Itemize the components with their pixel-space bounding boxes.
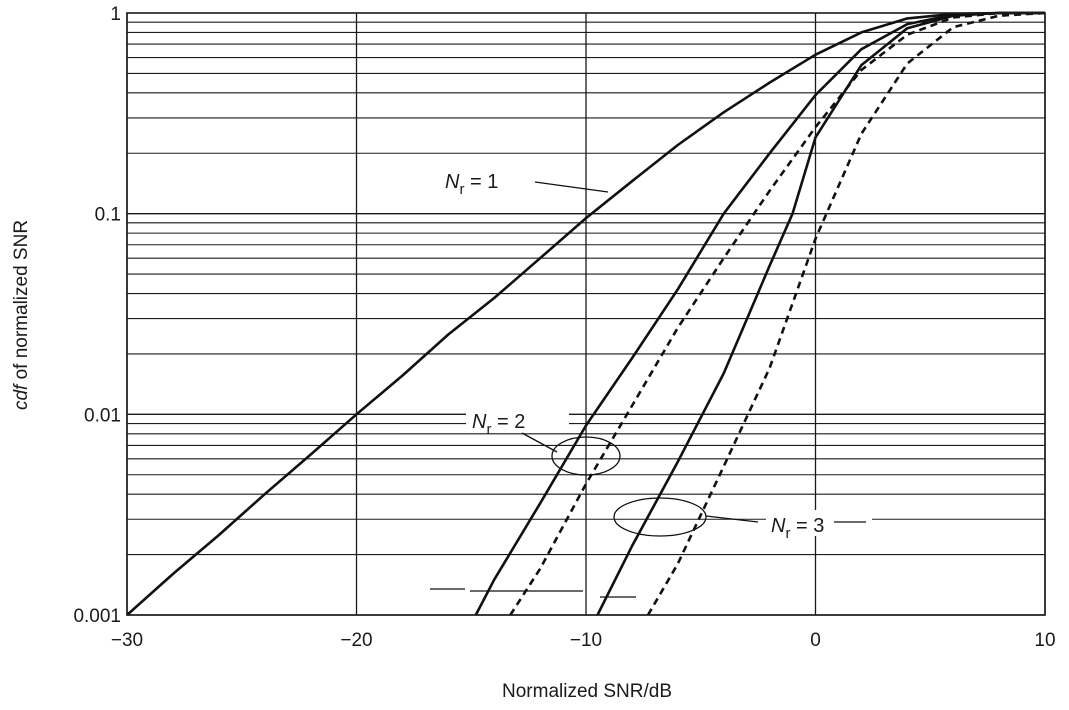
x-tick-label: −30: [111, 630, 143, 651]
annotation-nr2: Nr = 2: [466, 406, 621, 476]
annotation-nr3-label: Nr = 3: [771, 515, 824, 542]
annotation-nr3-n: N: [771, 515, 786, 537]
curves: [126, 11, 1046, 616]
annotation-nr1: Nr = 1: [438, 166, 609, 198]
series-line-2-solid: [474, 11, 1045, 616]
annotation-nr1-bg: [438, 166, 538, 192]
y-axis-label: cdf of normalized SNR: [11, 220, 32, 410]
series-line-5-dashed: [646, 11, 1046, 616]
annotation-nr2-n: N: [472, 411, 487, 433]
annotation-nr1-n: N: [445, 171, 460, 193]
y-axis-label-italic: cdf: [11, 383, 32, 410]
annotation-nr3-bg: [766, 510, 872, 536]
grid: [126, 13, 1046, 616]
series-line-4-solid: [596, 11, 1045, 616]
annotation-nr1-label: Nr = 1: [445, 171, 498, 198]
y-tick-label: 0.1: [95, 205, 121, 226]
annotation-nr2-eq: = 2: [491, 411, 525, 433]
y-axis-label-rest: of normalized SNR: [11, 220, 32, 385]
y-tick-label: 1: [110, 4, 121, 25]
series-line-3-dashed: [509, 11, 1045, 616]
annotation-nr3-sub: r: [785, 525, 790, 542]
annotation-nr2-ellipse: [551, 436, 621, 476]
annotation-nr2-leader: [521, 432, 558, 453]
x-tick-label: −20: [340, 630, 372, 651]
annotation-nr2-label: Nr = 2: [472, 411, 525, 438]
tick-labels: −30 −20 −10 0 10 0.001 0.01 0.1 1: [73, 4, 1055, 651]
bottom-marker-segments: [430, 588, 636, 598]
x-axis-label: Normalized SNR/dB: [502, 681, 672, 702]
y-tick-label: 0.001: [73, 606, 121, 627]
series-line-1-solid: [126, 11, 1045, 616]
y-tick-label: 0.01: [84, 405, 121, 426]
annotation-nr3-leader-left: [705, 515, 759, 523]
x-tick-label: 10: [1034, 630, 1055, 651]
plot-frame: [126, 12, 1046, 616]
annotation-nr1-leader: [534, 181, 609, 193]
x-tick-label: 0: [810, 630, 821, 651]
annotation-nr3-ellipse: [613, 497, 707, 537]
annotation-nr2-bg: [466, 406, 569, 432]
annotation-nr3: Nr = 3: [613, 497, 872, 542]
x-tick-label: −10: [570, 630, 602, 651]
annotation-nr1-eq: = 1: [464, 171, 498, 193]
annotation-nr1-sub: r: [459, 181, 464, 198]
annotation-nr2-sub: r: [486, 421, 491, 438]
annotation-nr3-eq: = 3: [790, 515, 824, 537]
